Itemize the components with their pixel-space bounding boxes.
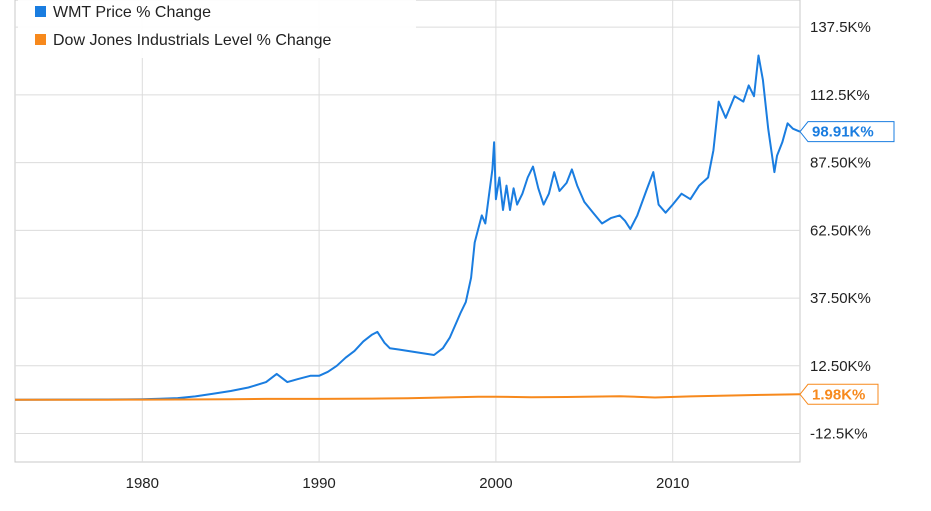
- grid: [15, 0, 800, 462]
- x-tick-label: 1990: [302, 475, 335, 492]
- legend-box: [18, 0, 416, 58]
- end-label-box: [799, 121, 895, 143]
- legend-swatch: [35, 6, 46, 17]
- y-tick-label: 112.5K%: [810, 87, 870, 104]
- end-labels: 98.91K% 1.98K%: [799, 121, 895, 405]
- y-tick-label: -12.5K%: [810, 426, 868, 443]
- y-tick-label: 137.5K%: [810, 19, 871, 36]
- legend-swatch: [35, 34, 46, 45]
- plot-background: [14, 0, 801, 463]
- axis-ticks: 137.5K% 112.5K% 87.50K% 62.50K% 37.50K% 12.50…: [126, 19, 871, 492]
- y-tick-label: 12.50K%: [810, 358, 871, 375]
- legend-label: Dow Jones Industrials Level % Change: [53, 32, 331, 49]
- x-tick-label: 1980: [126, 475, 159, 492]
- x-tick-label: 2010: [656, 475, 689, 492]
- y-tick-label: 62.50K%: [810, 222, 871, 239]
- series-lines: [14, 54, 801, 401]
- legend-label: WMT Price % Change: [53, 4, 211, 21]
- y-tick-label: 87.50K%: [810, 155, 871, 172]
- series-line-dow-jones: [15, 393, 801, 401]
- x-tick-label: 2000: [479, 475, 512, 492]
- end-value-label: 1.98K%: [812, 386, 865, 403]
- end-label-box: [799, 383, 879, 405]
- legend: WMT Price % Change Dow Jones Industrials …: [18, 0, 416, 58]
- y-tick-label: 37.50K%: [810, 290, 871, 307]
- series-line-wmt: [14, 54, 801, 401]
- end-value-label: 98.91K%: [812, 124, 874, 141]
